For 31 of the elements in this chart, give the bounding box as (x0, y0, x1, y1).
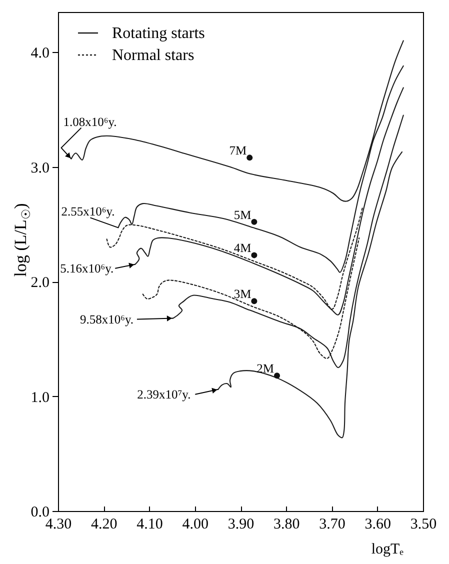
y-tick-label: 4.0 (30, 46, 50, 62)
legend-label: Rotating starts (112, 25, 205, 42)
point (251, 218, 258, 225)
x-tick-label: 4.10 (136, 516, 163, 532)
annotation: 7M (229, 144, 247, 158)
annotation: 5M (234, 208, 252, 222)
x-tick-label: 3.70 (319, 516, 346, 532)
annotation: 4M (234, 241, 252, 256)
point (251, 298, 258, 304)
x-tick-label: 3.90 (228, 516, 254, 532)
annotation: 2.55x10⁶y. (61, 204, 115, 219)
x-axis-title: logTₑ (371, 542, 404, 558)
annotation: 3M (234, 287, 252, 302)
y-axis-title: log (L/L☉) (11, 203, 33, 277)
x-tick-label: 3.60 (364, 516, 391, 532)
annotation: 5.16x10⁶y. (60, 261, 114, 276)
point (246, 154, 253, 161)
point (251, 252, 258, 258)
legend-label: Normal stars (112, 47, 194, 64)
point (274, 372, 280, 379)
y-tick-label: 2.0 (30, 275, 50, 292)
annotation: 9.58x10⁶y. (80, 312, 134, 326)
annotation: 1.08x10⁶y. (63, 114, 117, 129)
y-tick-label: 1.0 (30, 390, 50, 406)
x-tick-label: 4.00 (182, 516, 208, 532)
annotation: 2M (256, 362, 274, 376)
annotation: 2.39x10⁷y. (137, 387, 191, 402)
x-tick-label: 3.50 (410, 516, 437, 532)
x-tick-label: 4.20 (91, 516, 118, 532)
y-tick-label: 3.0 (30, 160, 50, 176)
x-tick-label: 3.80 (274, 516, 300, 532)
